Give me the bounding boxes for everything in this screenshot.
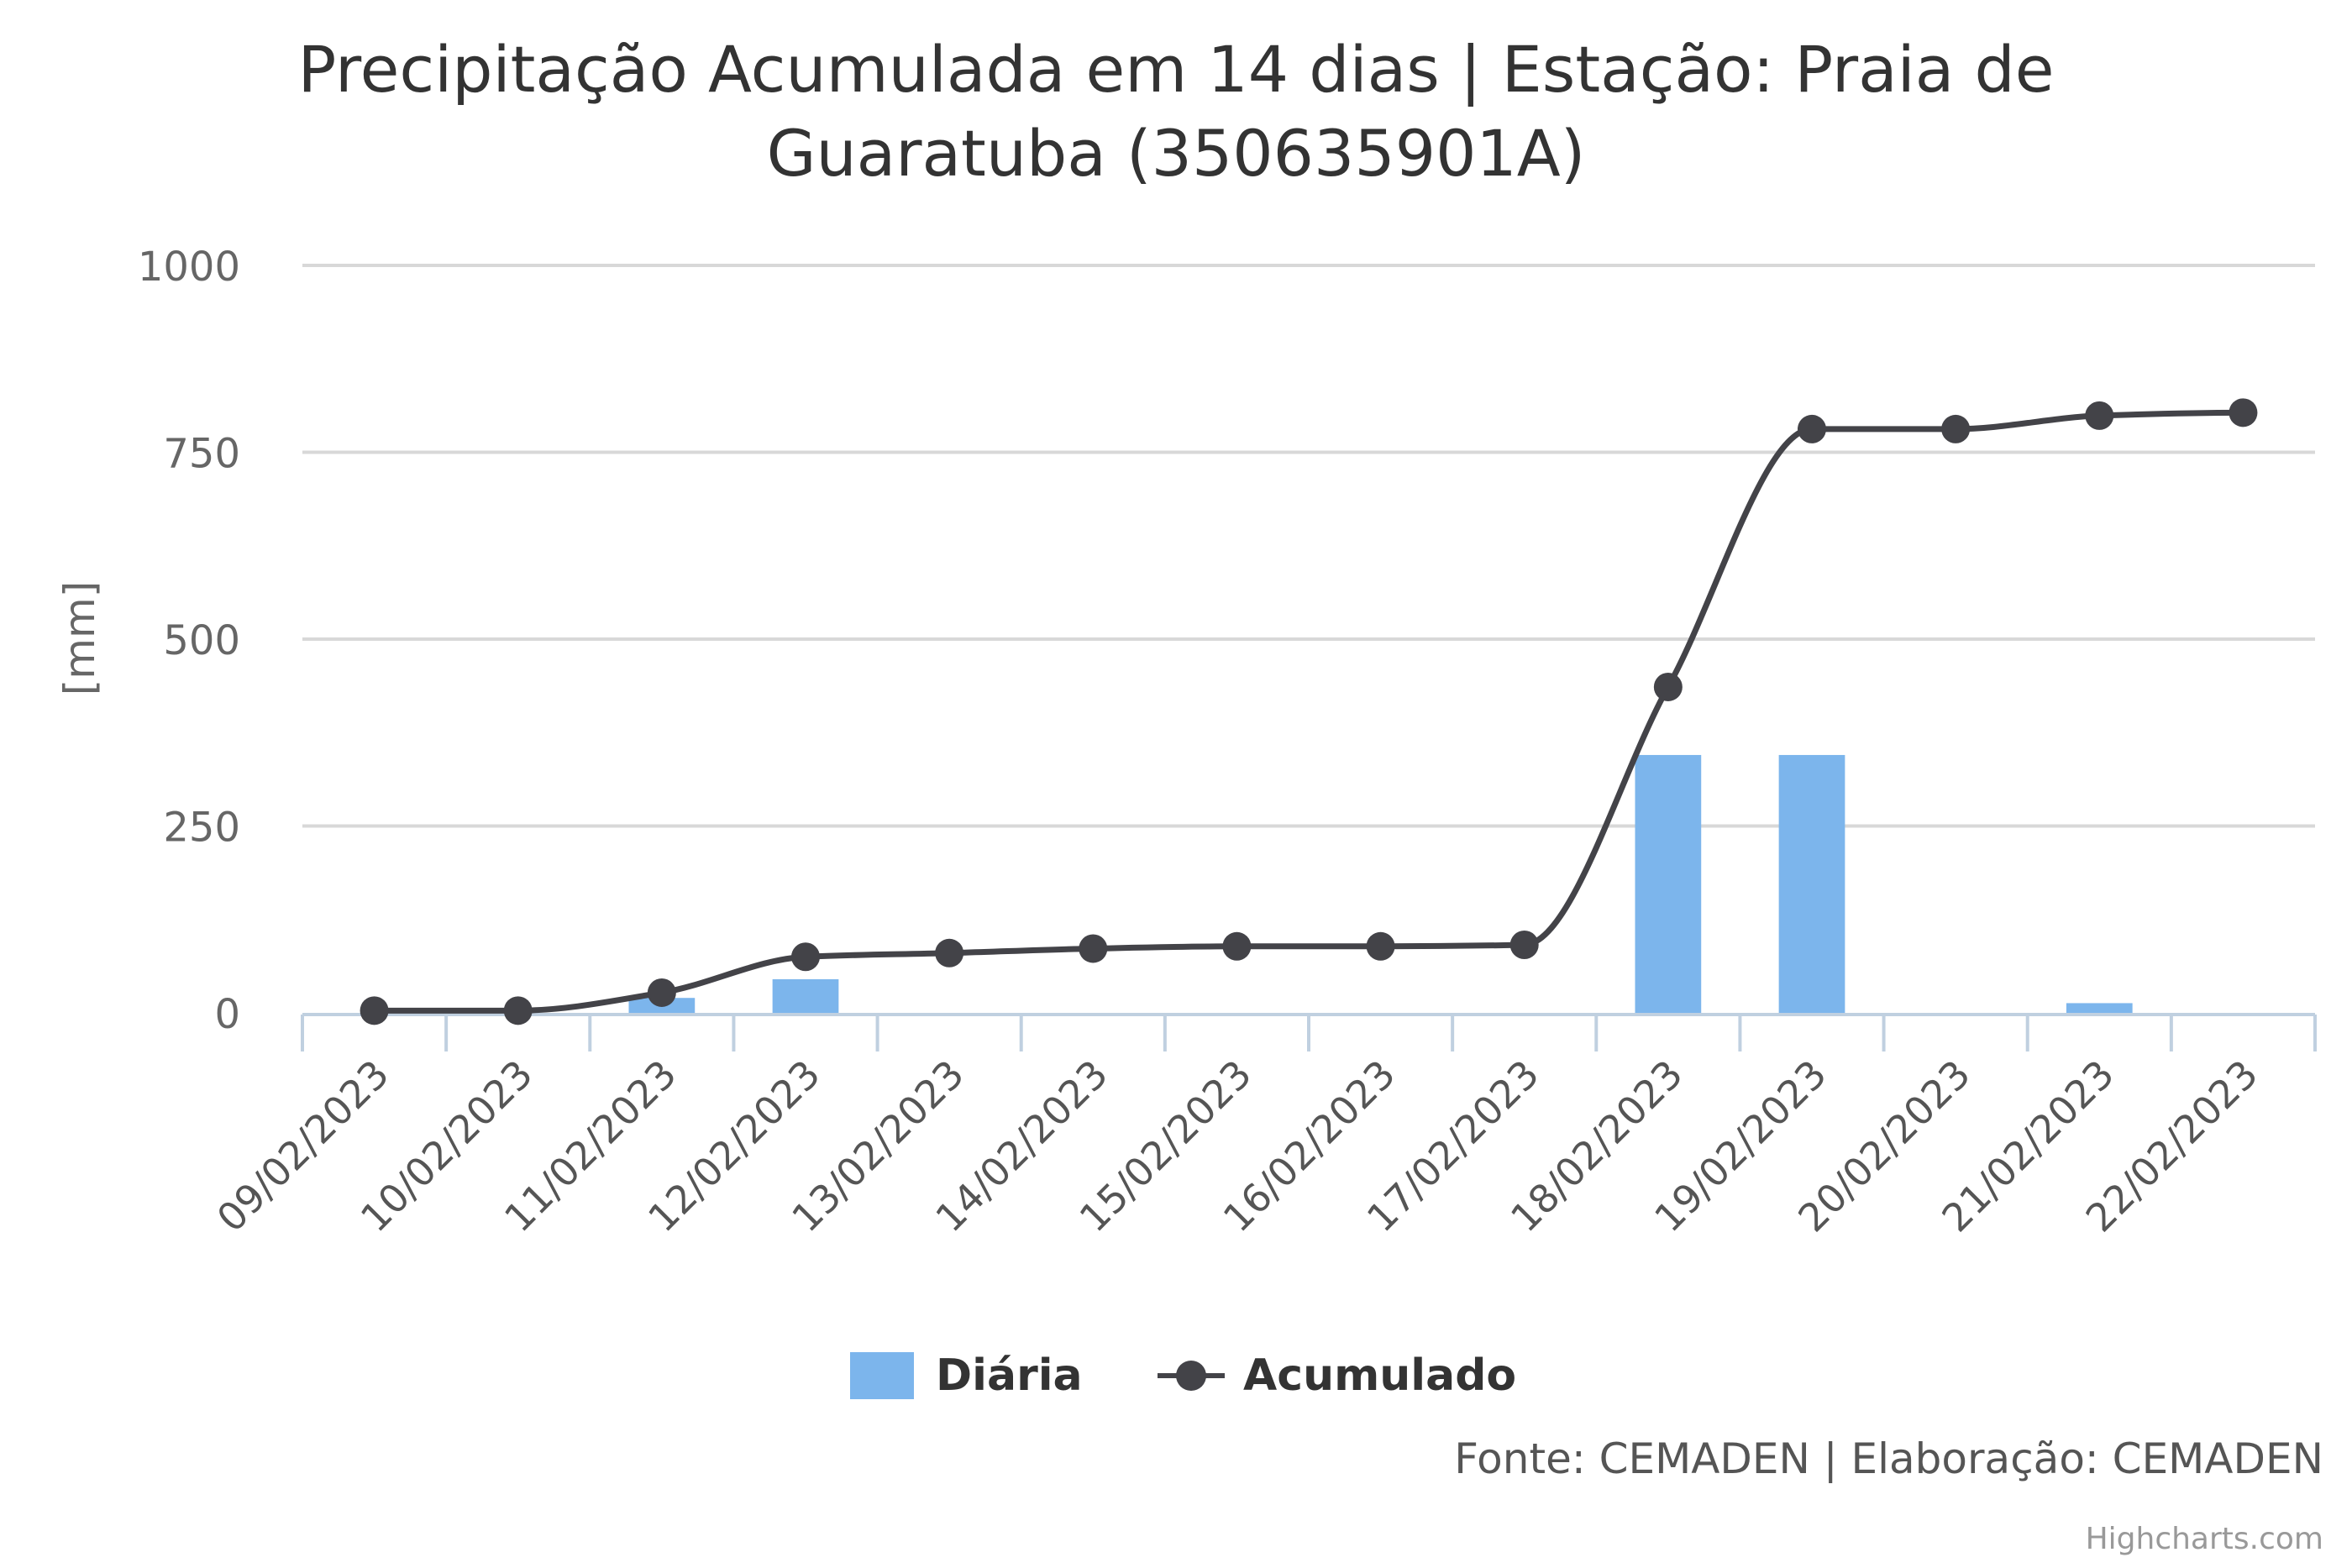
y-tick-label: 0 — [214, 991, 240, 1038]
acumulado-point — [2085, 401, 2114, 430]
acumulado-points — [360, 398, 2258, 1025]
x-axis-labels: 09/02/202310/02/202311/02/202312/02/2023… — [208, 1051, 2267, 1241]
diaria-bar — [2066, 1003, 2133, 1013]
acumulado-point — [1222, 931, 1252, 961]
diaria-bar — [772, 978, 839, 1013]
acumulado-point — [1798, 414, 1826, 443]
acumulado-point — [1079, 934, 1108, 963]
acumulado-point — [647, 978, 676, 1007]
credits-link[interactable]: Highcharts.com — [2085, 1522, 2323, 1556]
diaria-bar — [1778, 754, 1845, 1013]
y-tick-label: 750 — [163, 431, 240, 478]
y-tick-label: 500 — [163, 617, 240, 664]
chart-title: Precipitação Acumulada em 14 dias | Esta… — [297, 32, 2055, 107]
acumulado-point — [1366, 931, 1395, 961]
acumulado-point — [2229, 398, 2258, 427]
acumulado-point — [1653, 672, 1683, 701]
legend: Diária Acumulado — [0, 1350, 2352, 1401]
x-axis — [301, 1013, 2317, 1051]
grid-lines — [302, 264, 2315, 828]
legend-item-acumulado[interactable]: Acumulado — [1158, 1350, 1516, 1401]
legend-label-diaria: Diária — [936, 1350, 1083, 1401]
acumulado-point — [360, 996, 389, 1025]
y-axis-label: [mm] — [55, 581, 104, 695]
acumulado-line — [371, 409, 2246, 1014]
acumulado-point — [503, 996, 533, 1025]
chart-title-line-2: Guaratuba (350635901A) — [766, 116, 1586, 191]
acumulado-point — [1509, 931, 1539, 960]
legend-label-acumulado: Acumulado — [1243, 1350, 1517, 1401]
diaria-bar — [1635, 754, 1702, 1013]
y-tick-label: 250 — [163, 805, 240, 852]
acumulado-point — [935, 938, 964, 968]
source-caption: Fonte: CEMADEN | Elaboração: CEMADEN — [1454, 1434, 2323, 1483]
legend-item-diaria[interactable]: Diária — [850, 1350, 1083, 1401]
legend-line-swatch — [1158, 1352, 1225, 1399]
diaria-bars — [628, 754, 2133, 1013]
y-tick-label: 1000 — [138, 244, 240, 291]
acumulado-point — [1941, 414, 1971, 443]
legend-bar-swatch — [850, 1352, 914, 1399]
y-axis-ticks: 0 250 500 750 1000 — [138, 244, 240, 1038]
acumulado-point — [791, 942, 820, 972]
